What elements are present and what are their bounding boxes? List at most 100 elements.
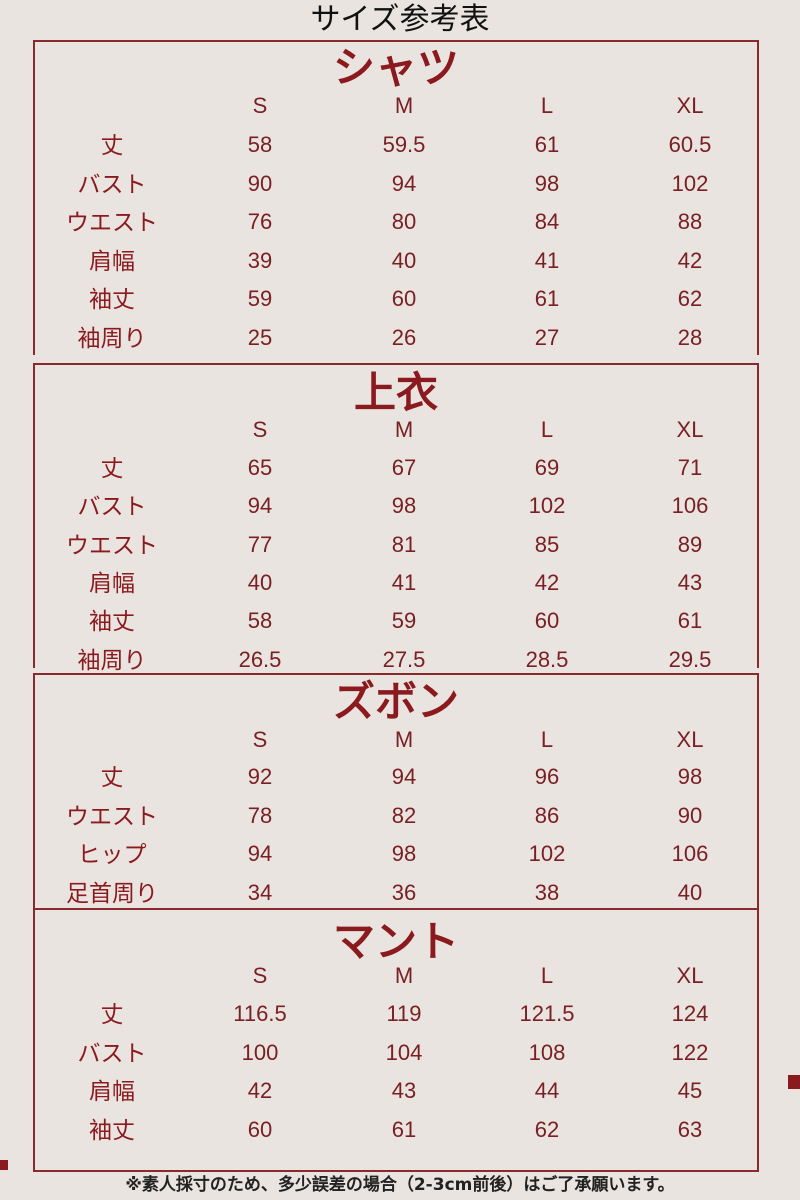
measurement-value: 71 [677, 455, 703, 480]
size-header: XL [676, 727, 704, 752]
measurement-value: 106 [671, 841, 709, 866]
row-label: ウエスト [66, 802, 158, 829]
size-header: M [394, 417, 414, 442]
size-table-2: 上衣 S M L XL 丈 65 67 69 71 バスト 94 98 102 106 ウエスト 77 81 85 8… [33, 363, 759, 673]
size-header-row: S M L XL [35, 411, 757, 449]
measurement-value: 60 [534, 608, 560, 634]
row-label: 袖周り [77, 324, 147, 351]
table-row: 丈 65 67 69 71 [35, 449, 757, 487]
measurement-value: 102 [528, 493, 566, 519]
measurement-value: 90 [677, 802, 703, 828]
measurement-value: 67 [391, 455, 417, 480]
size-header-row: S M L XL [35, 87, 757, 125]
table-row: バスト 100 104 108 122 [35, 1034, 757, 1072]
measurement-value: 27 [534, 324, 560, 350]
measurement-value: 59.5 [382, 132, 426, 157]
measurement-value: 86 [534, 802, 560, 828]
measurement-value: 41 [534, 247, 560, 273]
size-header: M [394, 727, 414, 752]
size-header: L [540, 963, 554, 988]
table-row: 袖丈 60 61 62 63 [35, 1111, 757, 1149]
measurement-value: 40 [391, 247, 417, 273]
measurement-value: 85 [534, 531, 560, 557]
measurement-value: 28 [677, 324, 703, 350]
table-row: バスト 90 94 98 102 [35, 165, 757, 203]
measurement-value: 61 [534, 286, 560, 311]
measurement-value: 84 [534, 209, 560, 234]
row-label: 丈 [100, 764, 124, 790]
measurement-value: 106 [671, 493, 709, 519]
table-row: 袖周り 26.5 27.5 28.5 29.5 [35, 641, 757, 679]
measurement-value: 25 [247, 324, 273, 350]
measurement-value: 45 [677, 1078, 703, 1103]
section-title: ズボン [332, 677, 459, 726]
row-label: ウエスト [66, 531, 158, 558]
size-table-4: マント S M L XL 丈 116.5 119 121.5 124 バスト 100 104 108 122… [33, 908, 759, 1172]
measurement-value: 61 [534, 132, 560, 157]
measurement-value: 59 [247, 286, 273, 311]
table-row: 袖丈 59 60 61 62 [35, 280, 757, 318]
measurement-value: 58 [247, 132, 273, 157]
measurement-value: 108 [528, 1039, 566, 1065]
measurement-value: 122 [671, 1039, 709, 1065]
table-row: バスト 94 98 102 106 [35, 487, 757, 525]
measurement-value: 92 [247, 764, 273, 789]
measurement-value: 62 [534, 1116, 560, 1142]
measurement-value: 38 [534, 879, 560, 905]
size-header: S [252, 727, 268, 752]
size-header: S [252, 963, 268, 988]
measurement-value: 42 [677, 247, 703, 273]
table-row: 袖周り 25 26 27 28 [35, 319, 757, 357]
measurement-value: 94 [247, 493, 273, 519]
section-title: シャツ [332, 43, 459, 92]
row-label: 肩幅 [89, 569, 135, 596]
measurement-value: 94 [391, 170, 417, 196]
measurement-value: 90 [247, 170, 273, 196]
measurement-value: 98 [391, 493, 417, 519]
measurement-value: 29.5 [668, 646, 712, 672]
measurement-value: 94 [391, 764, 417, 789]
decoration [788, 1075, 800, 1089]
size-header: L [540, 417, 554, 442]
table-row: 肩幅 42 43 44 45 [35, 1072, 757, 1110]
table-row: 肩幅 40 41 42 43 [35, 564, 757, 602]
table-row: 足首周り 34 36 38 40 [35, 874, 757, 912]
measurement-value: 36 [391, 879, 417, 905]
table-row: 袖丈 58 59 60 61 [35, 602, 757, 640]
row-label: 袖周り [77, 646, 147, 673]
measurement-value: 121.5 [519, 1001, 575, 1026]
measurement-value: 43 [677, 569, 703, 595]
row-label: 丈 [100, 455, 124, 481]
size-header: M [394, 963, 414, 988]
row-label: 袖丈 [89, 608, 135, 635]
row-label: ウエスト [66, 209, 158, 235]
measurement-value: 60.5 [668, 132, 712, 157]
row-label: バスト [77, 1039, 147, 1066]
measurement-value: 60 [247, 1116, 273, 1142]
size-header: L [540, 727, 554, 752]
measurement-value: 43 [391, 1078, 417, 1103]
size-header: M [394, 93, 414, 118]
table-row: 丈 58 59.5 61 60.5 [35, 126, 757, 164]
measurement-value: 98 [534, 170, 560, 196]
measurement-value: 76 [247, 209, 273, 234]
size-header-row: S M L XL [35, 957, 757, 995]
row-label: 袖丈 [89, 286, 135, 312]
table-row: 丈 92 94 96 98 [35, 758, 757, 796]
table-row: ウエスト 77 81 85 89 [35, 526, 757, 564]
measurement-note: ※素人採寸のため、多少誤差の場合（2-3cm前後）はご了承願います。 [125, 1175, 675, 1195]
size-header: XL [676, 417, 704, 442]
measurement-value: 41 [391, 569, 417, 595]
measurement-value: 58 [247, 608, 273, 634]
measurement-value: 102 [671, 170, 709, 196]
size-header: S [252, 93, 268, 118]
measurement-value: 88 [677, 209, 703, 234]
measurement-value: 34 [247, 879, 273, 905]
measurement-value: 94 [247, 841, 273, 866]
section-title: 上衣 [353, 368, 438, 417]
measurement-value: 119 [386, 1001, 422, 1026]
measurement-value: 80 [391, 209, 417, 234]
measurement-value: 61 [677, 608, 703, 634]
measurement-value: 69 [534, 455, 560, 480]
section-title: マント [332, 917, 459, 966]
